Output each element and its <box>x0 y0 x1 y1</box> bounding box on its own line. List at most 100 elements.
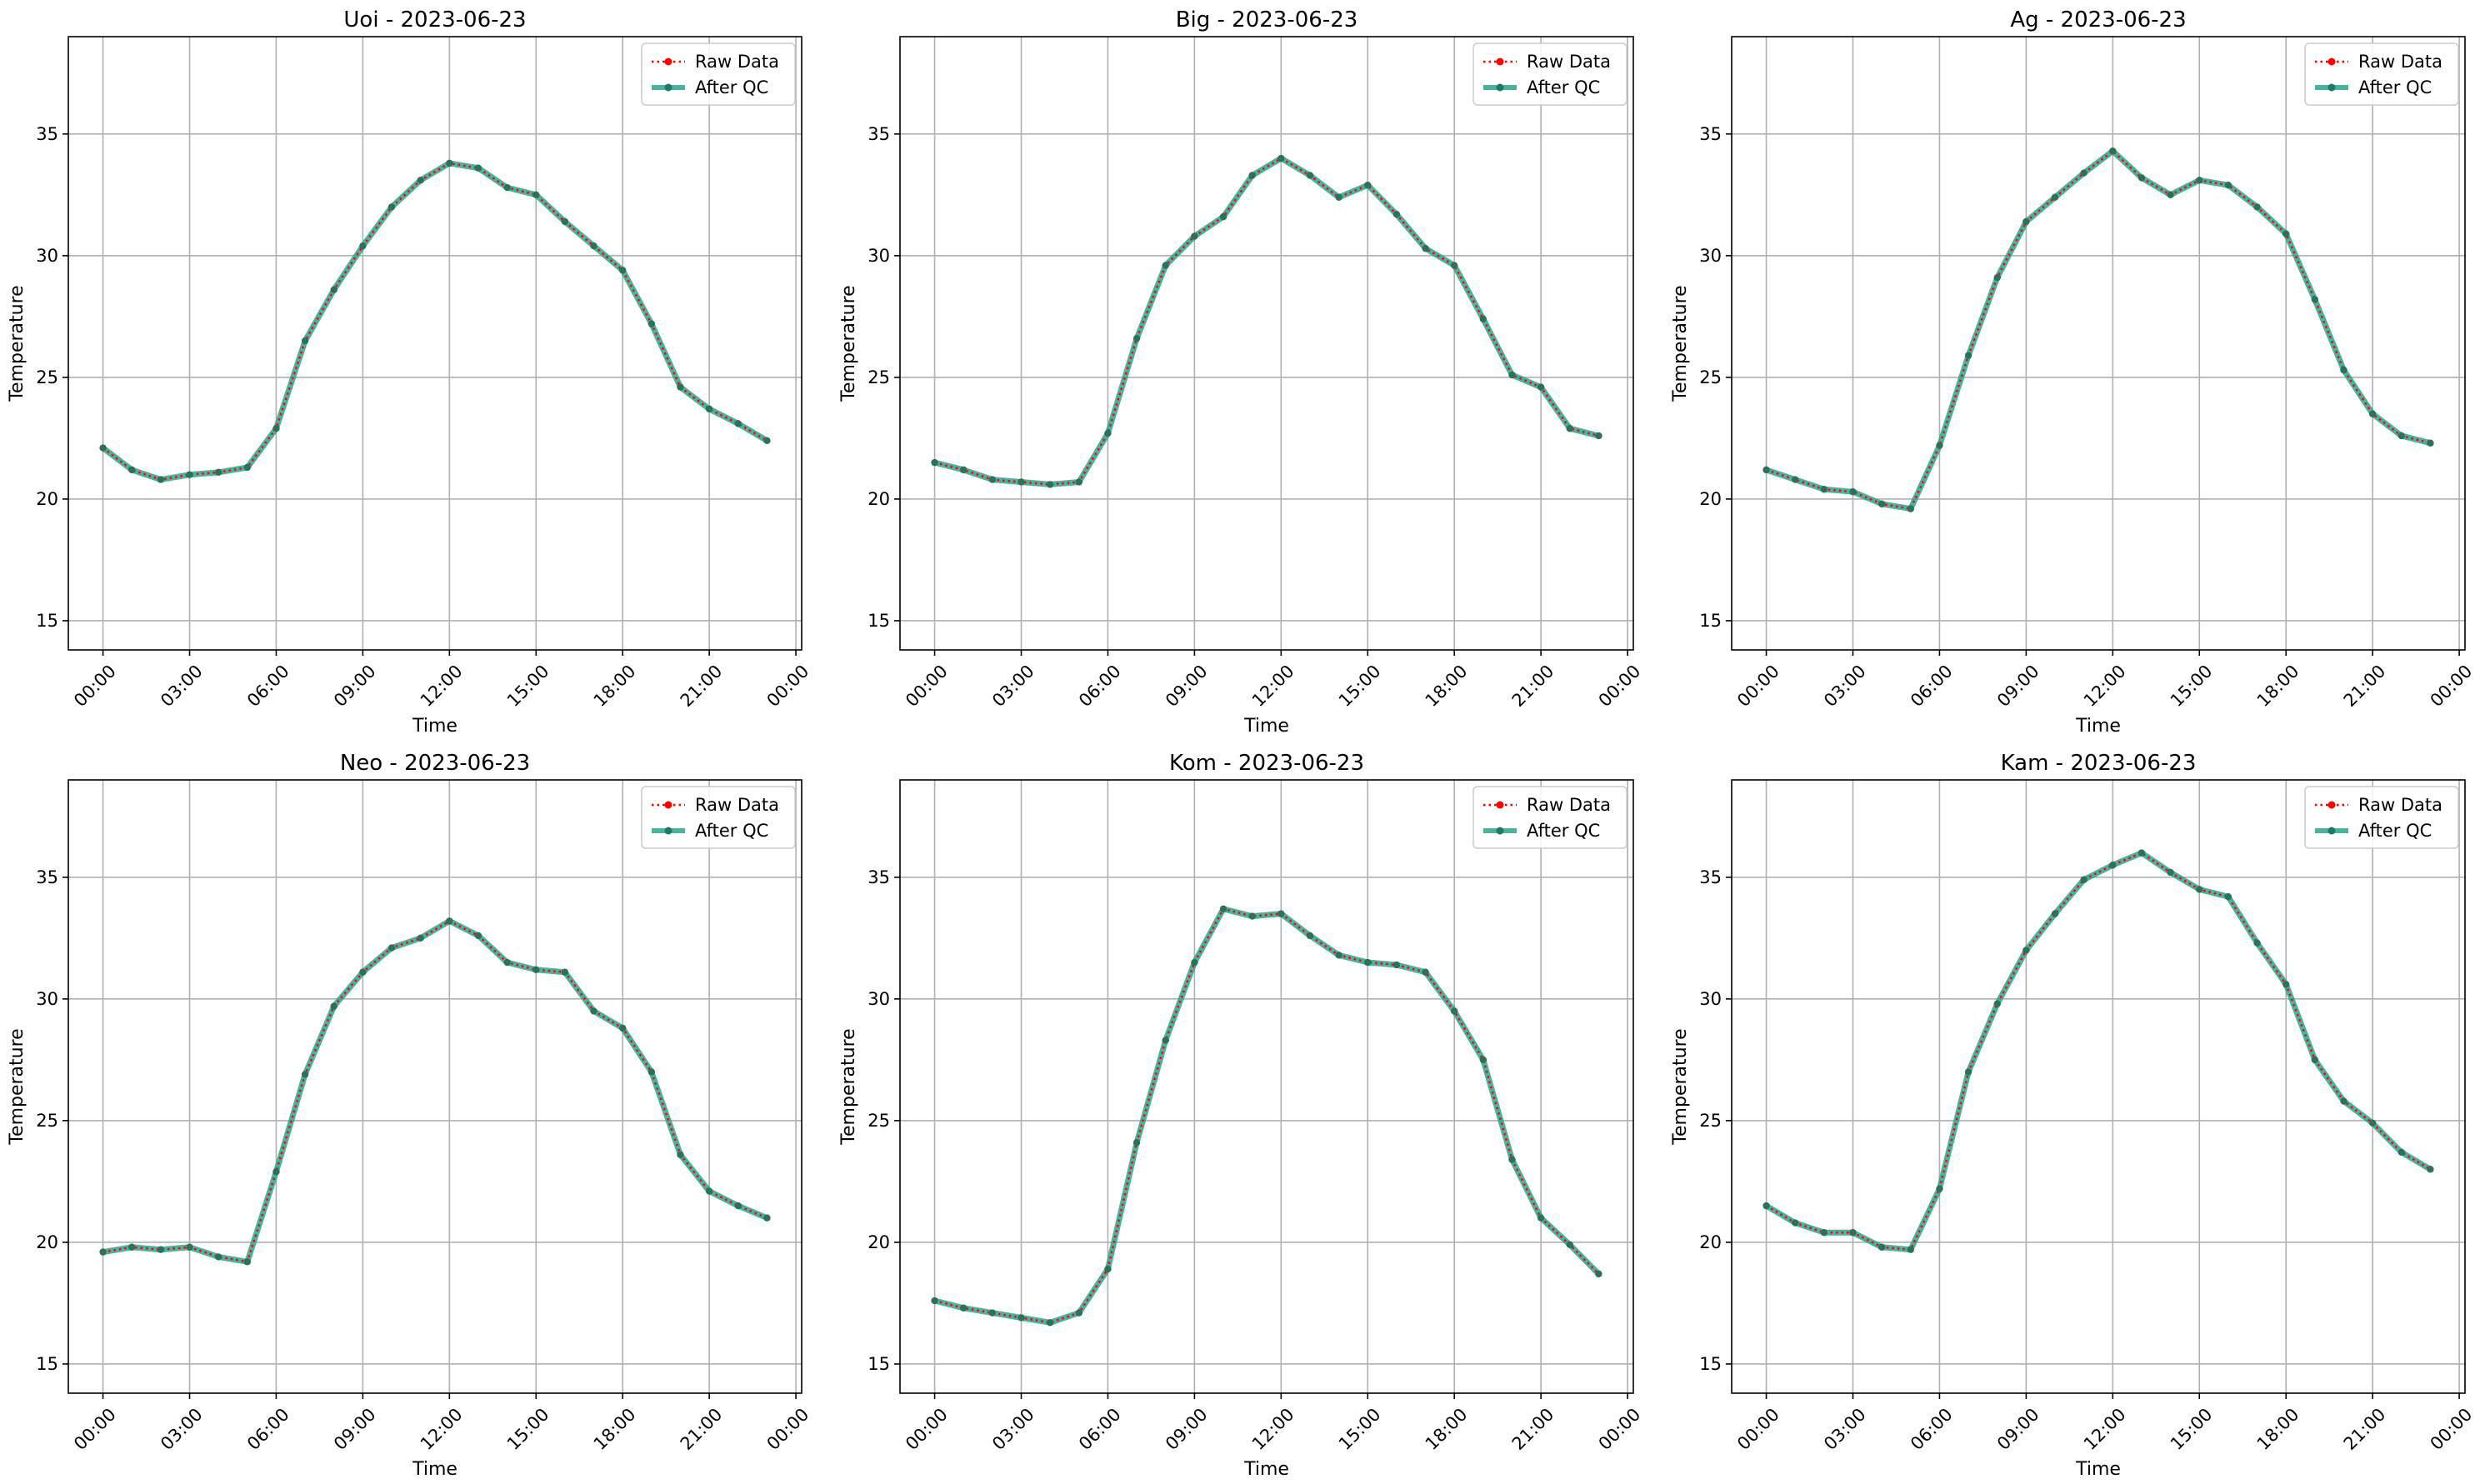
x-tick-label: 06:00 <box>1075 661 1125 711</box>
point-after-qc <box>99 1248 107 1256</box>
point-after-qc <box>2138 849 2146 857</box>
y-tick-label: 15 <box>36 1354 58 1374</box>
point-after-qc <box>734 420 742 427</box>
point-after-qc <box>532 191 540 199</box>
point-after-qc <box>1162 1037 1169 1044</box>
point-after-qc <box>1422 244 1429 252</box>
legend-label-after-qc: After QC <box>1527 77 1600 97</box>
subplot-2: 00:00 03:00 06:00 09:00 12:00 15:00 18:00 21:00… <box>838 7 1644 737</box>
x-tick-label: 18:00 <box>2253 661 2303 711</box>
chart-title: Uoi - 2023-06-23 <box>343 7 526 32</box>
series-line-raw-data <box>102 162 768 481</box>
point-after-qc <box>186 1243 193 1251</box>
point-after-qc <box>1762 1202 1770 1210</box>
y-tick-label: 35 <box>36 124 58 144</box>
point-after-qc <box>1306 932 1314 940</box>
legend-marker-raw-data <box>664 57 672 66</box>
x-tick-label: 03:00 <box>1820 661 1870 711</box>
point-after-qc <box>446 159 453 167</box>
point-after-qc <box>1849 1229 1857 1237</box>
point-after-qc <box>618 267 627 274</box>
point-after-qc <box>1595 1270 1602 1278</box>
legend-marker-raw-data <box>1496 57 1504 66</box>
point-after-qc <box>417 177 424 184</box>
x-tick-label: 00:00 <box>1733 661 1783 711</box>
axes-frame <box>899 36 1634 651</box>
point-after-qc <box>243 463 252 472</box>
chart-title: Neo - 2023-06-23 <box>340 751 530 776</box>
point-after-qc <box>446 917 453 925</box>
y-tick-label: 35 <box>1699 867 1722 887</box>
axes-frame <box>1731 779 2466 1394</box>
y-tick-label: 25 <box>1699 367 1722 387</box>
point-after-qc <box>2167 191 2174 199</box>
y-tick-label: 30 <box>36 246 58 266</box>
y-tick-label: 25 <box>36 1111 58 1131</box>
legend-marker-raw-data <box>664 801 672 809</box>
point-after-qc <box>1104 1265 1112 1273</box>
x-tick-label: 06:00 <box>1075 1404 1125 1454</box>
point-after-qc <box>2282 230 2290 237</box>
y-tick-label: 15 <box>1699 1354 1722 1374</box>
point-after-qc <box>590 1007 598 1015</box>
x-tick-label: 00:00 <box>1595 1404 1645 1454</box>
point-after-qc <box>2398 432 2405 440</box>
legend-label-after-qc: After QC <box>695 821 768 841</box>
point-after-qc <box>2253 939 2261 947</box>
point-after-qc <box>677 1151 684 1158</box>
point-after-qc <box>330 286 338 293</box>
point-after-qc <box>1219 905 1228 912</box>
point-after-qc <box>1278 910 1285 917</box>
point-after-qc <box>243 1258 252 1266</box>
point-after-qc <box>99 444 107 452</box>
x-tick-label: 21:00 <box>2340 661 2390 711</box>
y-tick-label: 20 <box>1699 1232 1722 1252</box>
y-tick-label: 35 <box>868 124 890 144</box>
point-after-qc <box>474 164 482 172</box>
subplot-3: 00:00 03:00 06:00 09:00 12:00 15:00 18:00 21:00… <box>1670 7 2476 737</box>
point-after-qc <box>2282 981 2290 988</box>
series-line-raw-data <box>934 907 1600 1324</box>
legend-label-after-qc: After QC <box>695 77 768 97</box>
point-after-qc <box>1792 1219 1799 1227</box>
legend-label-raw-data: Raw Data <box>1527 795 1611 815</box>
point-after-qc <box>1392 211 1401 218</box>
point-after-qc <box>1964 1068 1972 1076</box>
y-tick-label: 20 <box>868 1232 890 1252</box>
point-after-qc <box>734 1202 742 1210</box>
x-tick-label: 03:00 <box>157 661 207 711</box>
point-after-qc <box>960 466 968 474</box>
point-after-qc <box>1537 383 1545 391</box>
x-tick-label: 12:00 <box>417 661 467 711</box>
x-tick-label: 00:00 <box>1733 1404 1783 1454</box>
y-axis-label: Temperature <box>838 1028 859 1145</box>
point-after-qc <box>705 1187 713 1195</box>
point-after-qc <box>301 337 309 345</box>
point-after-qc <box>763 1214 771 1222</box>
point-after-qc <box>2368 1119 2377 1127</box>
point-after-qc <box>988 476 997 483</box>
y-tick-label: 30 <box>1699 989 1722 1009</box>
legend-marker-after-qc <box>664 827 672 835</box>
x-tick-label: 03:00 <box>157 1404 207 1454</box>
point-after-qc <box>388 203 396 211</box>
chart-title: Ag - 2023-06-23 <box>2010 7 2186 32</box>
point-after-qc <box>931 1297 938 1305</box>
point-after-qc <box>1450 262 1458 269</box>
point-after-qc <box>677 383 684 391</box>
y-tick-label: 15 <box>1699 611 1722 631</box>
point-after-qc <box>1820 1229 1828 1237</box>
point-after-qc <box>1566 425 1573 432</box>
point-after-qc <box>1018 1314 1025 1322</box>
y-axis-label: Temperature <box>7 1028 28 1145</box>
series-line-after-qc <box>1763 850 2433 1253</box>
series-line-after-qc <box>932 155 1602 487</box>
y-tick-label: 15 <box>868 611 890 631</box>
x-tick-label: 12:00 <box>1248 661 1298 711</box>
point-after-qc <box>1018 478 1025 486</box>
x-tick-label: 21:00 <box>1508 661 1558 711</box>
point-after-qc <box>1993 273 2001 282</box>
point-after-qc <box>1964 352 1972 359</box>
y-tick-label: 35 <box>868 867 890 887</box>
y-axis-label: Temperature <box>1670 285 1691 402</box>
